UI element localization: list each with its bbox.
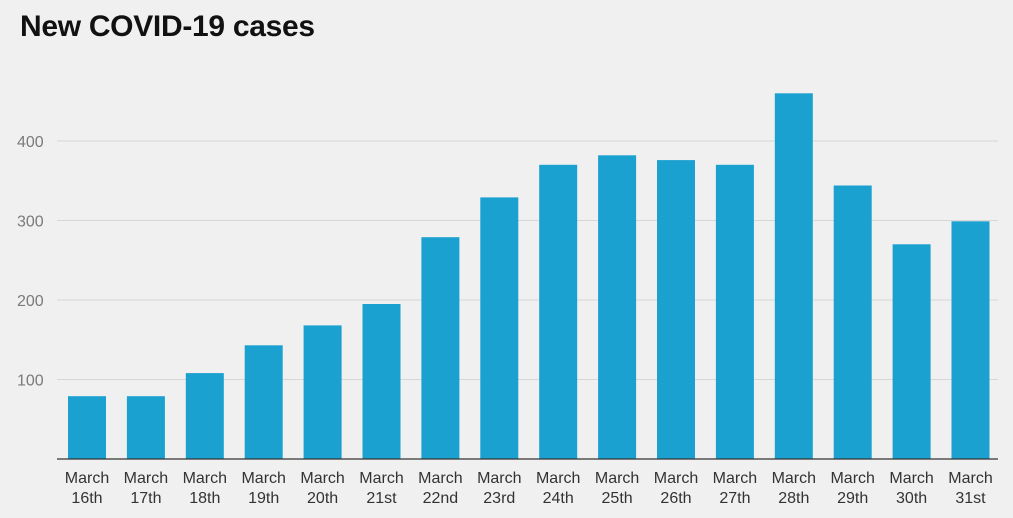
x-tick-label: March [713, 470, 757, 487]
y-tick-label: 200 [17, 293, 44, 310]
x-tick-label: March [830, 470, 874, 487]
x-tick-label: March [477, 470, 521, 487]
x-tick-label: 29th [837, 490, 868, 507]
x-tick-label: 19th [248, 490, 279, 507]
bar [892, 244, 931, 459]
chart-title: New COVID-19 cases [20, 10, 315, 43]
bar [126, 396, 165, 459]
x-tick-label: March [948, 470, 992, 487]
bar [951, 221, 990, 459]
x-tick-label: 27th [719, 490, 750, 507]
x-tick-label: March [536, 470, 580, 487]
bar [303, 325, 342, 459]
bar [833, 185, 872, 459]
x-tick-label: 28th [778, 490, 809, 507]
y-tick-label: 400 [17, 134, 44, 151]
x-tick-label: 20th [307, 490, 338, 507]
x-tick-label: 26th [660, 490, 691, 507]
x-tick-label: 25th [602, 490, 633, 507]
x-tick-label: 22nd [423, 490, 459, 507]
y-tick-label: 300 [17, 214, 44, 231]
x-tick-label: 30th [896, 490, 927, 507]
x-tick-label: 17th [130, 490, 161, 507]
x-tick-label: March [359, 470, 403, 487]
x-tick-label: March [241, 470, 285, 487]
bar [244, 345, 283, 459]
x-tick-label: March [772, 470, 816, 487]
bar [598, 155, 637, 460]
x-tick-label: 24th [543, 490, 574, 507]
x-tick-label: March [65, 470, 109, 487]
y-tick-label: 100 [17, 373, 44, 390]
bar [774, 93, 813, 460]
x-tick-label: 18th [189, 490, 220, 507]
x-tick-label: March [183, 470, 227, 487]
x-tick-label: March [889, 470, 933, 487]
x-tick-label: March [300, 470, 344, 487]
x-tick-label: March [124, 470, 168, 487]
x-tick-label: 23rd [483, 490, 515, 507]
x-tick-label: 16th [71, 490, 102, 507]
x-tick-label: March [595, 470, 639, 487]
bar [480, 197, 519, 459]
bar [421, 237, 460, 459]
bar [68, 396, 106, 459]
x-tick-label: 21st [366, 490, 397, 507]
bar [539, 164, 578, 460]
bar [362, 304, 401, 459]
x-tick-label: 31st [955, 490, 986, 507]
bar [657, 160, 695, 459]
bar [715, 164, 754, 460]
bar [185, 373, 224, 459]
x-tick-label: March [418, 470, 462, 487]
x-tick-label: March [654, 470, 698, 487]
